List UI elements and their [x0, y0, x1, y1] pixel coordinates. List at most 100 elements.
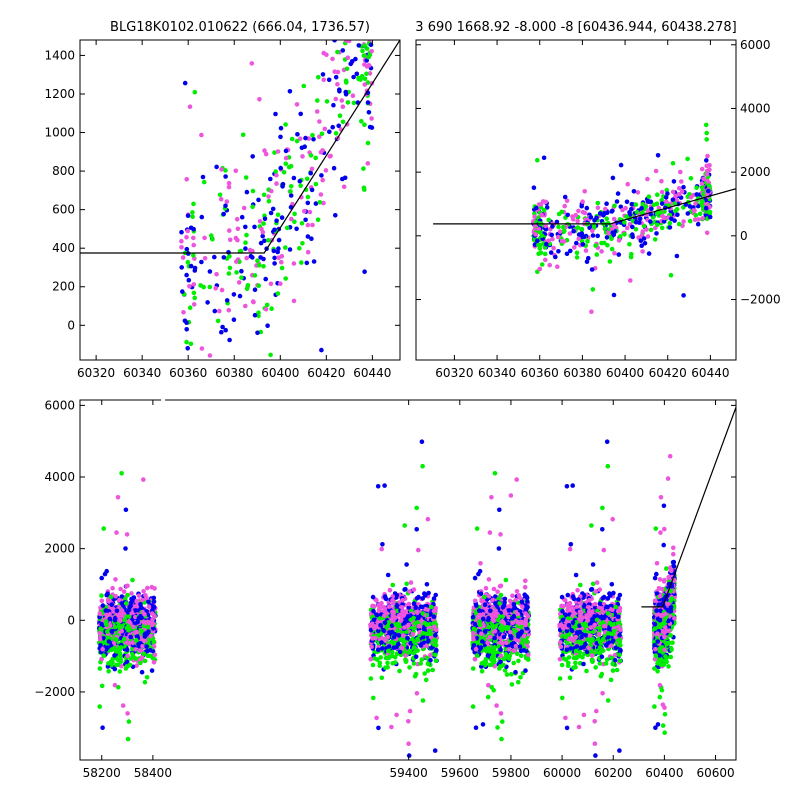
data-point: [575, 654, 580, 660]
data-point: [428, 631, 434, 636]
data-point: [659, 189, 665, 195]
data-point: [697, 211, 703, 217]
data-point: [241, 205, 247, 211]
data-point: [243, 246, 248, 251]
data-point: [480, 722, 486, 727]
data-point: [688, 176, 694, 181]
data-point: [224, 298, 230, 303]
data-point: [479, 631, 484, 636]
data-point: [213, 286, 218, 291]
data-point: [649, 206, 654, 212]
data-point: [659, 225, 665, 231]
data-point: [625, 181, 630, 187]
data-point: [687, 218, 693, 224]
panel-zoom-right: 3 690 1668.92 -8.000 -8 [60436.944, 6043…: [415, 20, 780, 380]
data-point: [494, 703, 499, 708]
data-point: [486, 593, 492, 599]
data-point: [219, 167, 224, 172]
data-point: [602, 206, 608, 212]
data-point: [521, 648, 527, 653]
data-point: [485, 653, 491, 658]
data-point: [252, 224, 257, 230]
data-point: [133, 614, 138, 620]
data-point: [266, 198, 272, 204]
data-point: [580, 242, 586, 247]
data-point: [332, 40, 337, 43]
data-point: [537, 266, 543, 272]
data-point: [150, 622, 155, 628]
data-point: [258, 240, 264, 246]
data-point: [321, 200, 326, 206]
data-point: [658, 210, 663, 215]
data-point: [500, 619, 506, 625]
data-point: [655, 222, 660, 228]
data-point: [605, 242, 610, 248]
data-point: [501, 662, 506, 668]
data-point: [119, 594, 125, 599]
data-point: [604, 216, 609, 221]
data-point: [518, 653, 524, 659]
data-point: [321, 77, 327, 83]
data-point: [274, 218, 279, 223]
data-point: [303, 135, 308, 141]
data-point: [659, 178, 664, 184]
data-point: [614, 667, 620, 673]
data-point: [366, 110, 372, 115]
data-point: [311, 259, 317, 264]
data-point: [502, 596, 508, 602]
data-point: [99, 621, 104, 627]
data-point: [681, 184, 686, 190]
data-point: [645, 208, 651, 213]
data-point: [484, 646, 489, 652]
data-point: [638, 238, 644, 243]
data-point: [298, 111, 304, 117]
data-point: [304, 260, 310, 266]
data-point: [141, 651, 147, 657]
data-point: [382, 613, 387, 618]
data-point: [201, 179, 207, 185]
data-point: [382, 483, 387, 488]
data-point: [239, 268, 244, 274]
data-point: [483, 656, 489, 662]
data-point: [309, 166, 315, 172]
data-point: [227, 337, 232, 343]
data-point: [567, 675, 573, 681]
data-point: [615, 614, 621, 619]
data-point: [392, 654, 398, 660]
data-point: [316, 74, 321, 80]
data-point: [521, 633, 527, 639]
data-point: [98, 626, 103, 631]
data-point: [379, 675, 385, 681]
data-point: [661, 219, 667, 224]
data-point: [691, 208, 696, 213]
data-point: [263, 276, 269, 282]
data-point: [219, 287, 225, 293]
data-point: [526, 652, 531, 658]
data-point: [340, 48, 346, 53]
y-tick-label: 1200: [44, 87, 75, 101]
data-point: [501, 603, 507, 609]
data-point: [335, 82, 340, 87]
data-point: [123, 666, 129, 671]
data-point: [302, 144, 308, 149]
data-point: [473, 646, 479, 652]
data-point: [199, 346, 205, 351]
data-point: [590, 228, 595, 233]
data-point: [118, 586, 123, 592]
data-point: [609, 209, 614, 214]
data-point: [610, 175, 616, 181]
data-point: [580, 615, 585, 620]
data-point: [575, 225, 581, 230]
data-point: [665, 191, 670, 196]
data-point: [100, 646, 105, 652]
data-point: [390, 598, 395, 603]
data-point: [396, 641, 401, 647]
data-point: [257, 219, 263, 224]
data-point: [145, 653, 151, 659]
panel-full-lightcurve-points: [96, 439, 677, 758]
data-point: [288, 184, 294, 189]
data-point: [539, 212, 544, 218]
data-point: [506, 608, 512, 613]
data-point: [124, 625, 130, 631]
data-point: [122, 617, 127, 623]
